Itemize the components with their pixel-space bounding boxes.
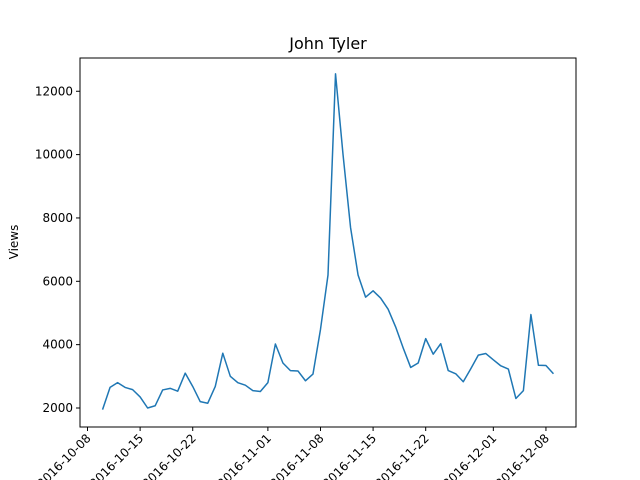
plot-area: [79, 57, 577, 428]
chart-title: John Tyler: [288, 34, 367, 53]
y-tick-label: 4000: [42, 338, 73, 352]
y-tick-label: 8000: [42, 211, 73, 225]
x-tick-label: 2016-11-15: [320, 431, 379, 480]
x-tick-label: 2016-12-01: [440, 431, 499, 480]
x-tick-label: 2016-11-08: [267, 431, 326, 480]
x-tick-label: 2016-12-08: [493, 431, 552, 480]
x-tick-label: 2016-10-08: [34, 431, 93, 480]
x-tick-label: 2016-11-01: [215, 431, 274, 480]
y-tick-label: 12000: [35, 84, 73, 98]
y-axis-label: Views: [7, 225, 21, 260]
y-tick-label: 6000: [42, 274, 73, 288]
x-tick-label: 2016-10-22: [140, 431, 199, 480]
x-tick-label: 2016-10-15: [87, 431, 146, 480]
y-tick-label: 2000: [42, 401, 73, 415]
series-line: [101, 73, 555, 410]
y-tick-label: 10000: [35, 148, 73, 162]
x-tick-label: 2016-11-22: [373, 431, 432, 480]
y-axis: 2000 4000 6000 8000 10000 12000: [35, 84, 80, 415]
